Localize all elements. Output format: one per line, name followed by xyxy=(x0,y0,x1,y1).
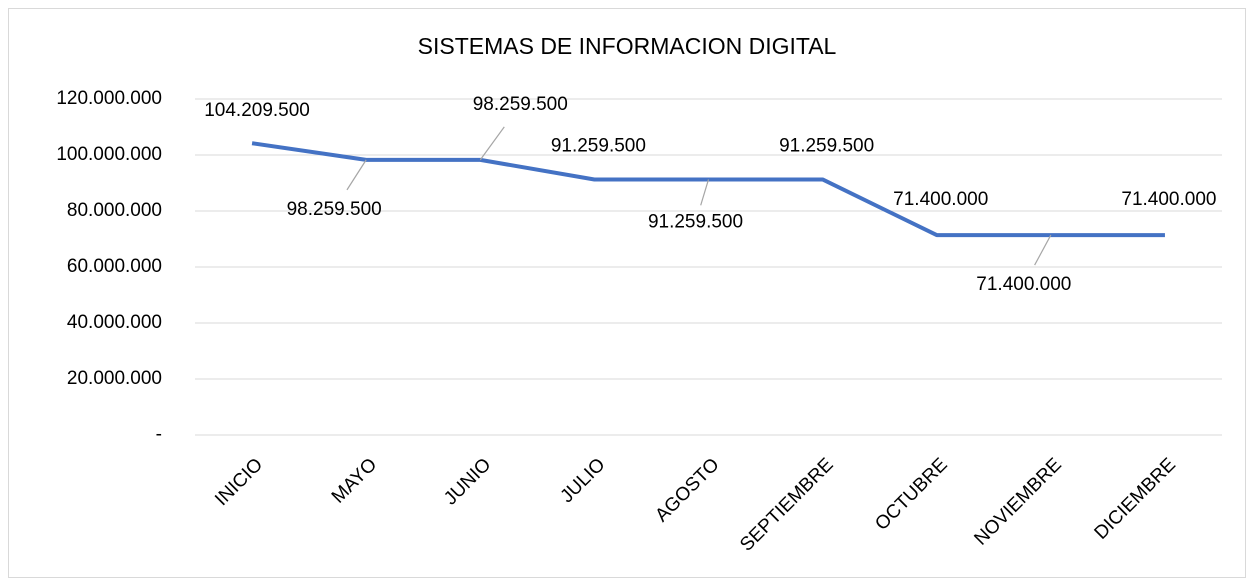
leader-line xyxy=(1034,234,1052,266)
chart-border xyxy=(8,8,1246,578)
leader-line xyxy=(479,126,505,161)
y-tick-label: 60.000.000 xyxy=(67,256,162,277)
data-label: 91.259.500 xyxy=(648,211,743,232)
y-tick-label: - xyxy=(156,424,162,445)
leader-line xyxy=(700,179,710,206)
y-tick-label: 20.000.000 xyxy=(67,368,162,389)
leader-line xyxy=(346,159,367,191)
data-label: 71.400.000 xyxy=(893,189,988,210)
data-label: 104.209.500 xyxy=(204,100,310,121)
y-tick-label: 80.000.000 xyxy=(67,200,162,221)
chart-title: SISTEMAS DE INFORMACION DIGITAL xyxy=(418,33,837,59)
data-label: 91.259.500 xyxy=(551,135,646,156)
data-label: 98.259.500 xyxy=(473,94,568,115)
y-tick-label: 120.000.000 xyxy=(56,88,162,109)
data-label: 71.400.000 xyxy=(1121,189,1216,210)
data-label: 91.259.500 xyxy=(779,135,874,156)
data-label: 98.259.500 xyxy=(287,199,382,220)
y-tick-label: 100.000.000 xyxy=(56,144,162,165)
y-tick-label: 40.000.000 xyxy=(67,312,162,333)
data-label: 71.400.000 xyxy=(976,274,1071,295)
